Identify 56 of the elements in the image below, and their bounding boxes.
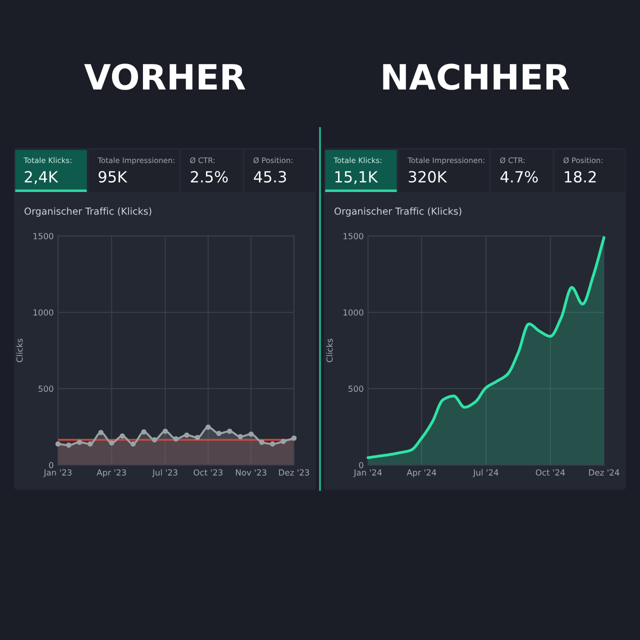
point: [120, 433, 126, 439]
x-tick-label: Nov '23: [236, 469, 266, 476]
text: 45.3: [254, 171, 286, 183]
point: [280, 438, 286, 444]
text: 320K: [408, 171, 448, 183]
text: VORHER: [84, 64, 246, 90]
point: [88, 441, 93, 447]
y-tick-label: 0: [359, 462, 364, 468]
chart-title: Organischer Traffic (Klicks): [334, 207, 462, 217]
point: [270, 441, 276, 447]
y-tick-label: 0: [49, 462, 54, 468]
x-tick-label: Oct '23: [194, 469, 222, 476]
y-tick-label: 500: [348, 386, 364, 392]
point: [259, 440, 264, 445]
x-tick-label: Jan '23: [43, 469, 72, 478]
point: [162, 428, 168, 434]
text: 15,1K: [335, 171, 378, 184]
x-tick-label: Jul '23: [152, 469, 178, 478]
text: 4.7%: [500, 171, 538, 183]
text: 95K: [98, 171, 128, 183]
point: [216, 430, 222, 436]
point: [194, 434, 200, 440]
point: [206, 424, 211, 430]
x-tick-label: Dez '24: [589, 469, 620, 476]
x-tick-label: Jan '24: [353, 469, 382, 478]
y-tick-label: 1000: [34, 309, 54, 316]
x-tick-label: Apr '24: [406, 469, 436, 478]
point: [226, 428, 232, 434]
point: [98, 430, 104, 436]
x-tick-label: Jul '24: [472, 469, 498, 478]
point: [76, 440, 82, 445]
point: [291, 435, 297, 441]
text: 2.5%: [190, 171, 228, 183]
point: [184, 432, 190, 438]
point: [66, 442, 72, 448]
text: 18.2: [564, 171, 596, 183]
x-tick-label: Oct '24: [536, 469, 565, 476]
point: [173, 436, 179, 442]
point: [152, 437, 158, 442]
point: [238, 434, 244, 440]
x-tick-label: Dez '23: [279, 469, 310, 476]
chart-title: Organischer Traffic (Klicks): [24, 207, 152, 217]
point: [141, 429, 146, 435]
y-axis-title: Clicks: [326, 338, 333, 362]
point: [130, 441, 136, 447]
point: [55, 441, 61, 447]
text: 2,4K: [24, 171, 58, 184]
point: [108, 440, 114, 446]
text: NACHHER: [383, 64, 570, 90]
y-tick-label: 1000: [344, 309, 364, 316]
y-axis-title: Clicks: [16, 338, 23, 362]
y-tick-label: 1500: [344, 232, 364, 240]
y-tick-label: 1500: [34, 232, 54, 240]
x-tick-label: Apr '23: [96, 469, 126, 478]
y-tick-label: 500: [38, 386, 54, 392]
point: [248, 432, 254, 437]
